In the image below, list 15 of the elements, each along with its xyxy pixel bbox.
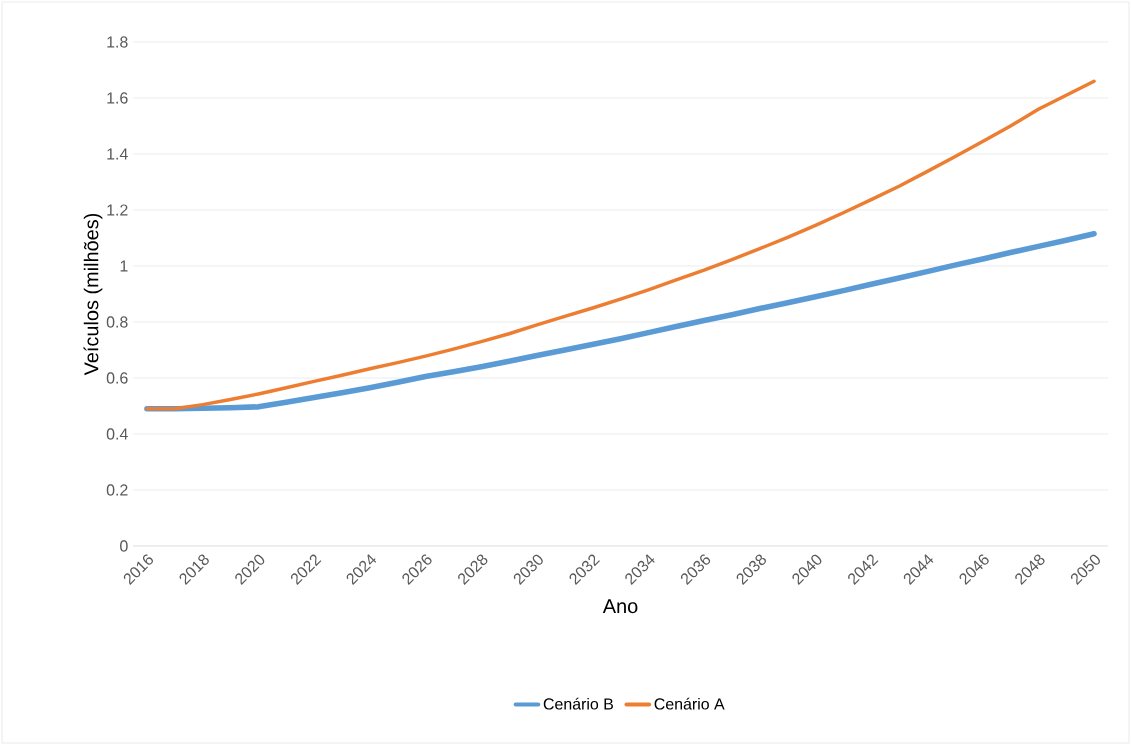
- y-tick-label: 1.6: [107, 92, 128, 104]
- y-tick-label: 0.2: [106, 484, 128, 496]
- legend-label: Cenário A: [654, 697, 725, 710]
- y-tick-label: 0.4: [106, 428, 128, 440]
- legend-label: Cenário B: [543, 697, 613, 710]
- y-tick-label: 1.2: [107, 204, 128, 216]
- y-tick-label: 1: [120, 260, 128, 272]
- y-axis-title: Veículos (milhões): [83, 213, 103, 376]
- y-tick-label: 0.8: [106, 316, 128, 328]
- x-axis-title: Ano: [602, 599, 638, 614]
- y-tick-label: 0: [120, 540, 128, 552]
- y-tick-label: 1.4: [107, 148, 128, 160]
- line-series: [145, 79, 1096, 411]
- y-tick-label: 0.6: [106, 372, 128, 384]
- y-tick-label: 1.8: [107, 36, 128, 48]
